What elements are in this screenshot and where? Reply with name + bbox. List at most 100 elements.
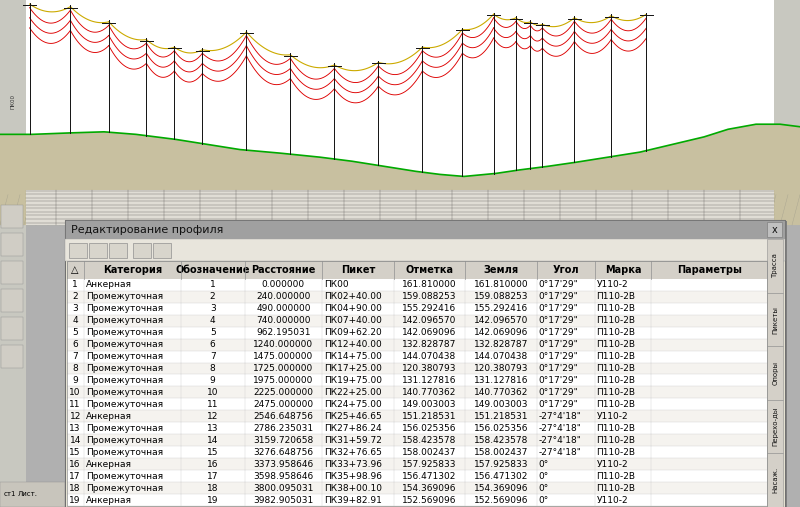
Bar bbox=[1, 205, 23, 228]
Text: ПК25+46.65: ПК25+46.65 bbox=[324, 412, 382, 421]
Polygon shape bbox=[0, 124, 800, 225]
Text: Промежуточная: Промежуточная bbox=[86, 424, 163, 433]
Text: 155.292416: 155.292416 bbox=[402, 304, 457, 313]
Text: 962.195031: 962.195031 bbox=[256, 328, 310, 337]
Text: 2475.000000: 2475.000000 bbox=[254, 400, 314, 409]
Bar bbox=[66, 434, 767, 446]
Text: 156.471302: 156.471302 bbox=[474, 472, 528, 481]
Text: 144.070438: 144.070438 bbox=[474, 352, 528, 361]
Text: 0°17'29": 0°17'29" bbox=[538, 340, 578, 349]
Text: -27°4'18": -27°4'18" bbox=[538, 412, 581, 421]
Text: △: △ bbox=[71, 265, 79, 275]
Text: 159.088253: 159.088253 bbox=[402, 292, 457, 301]
Text: 6: 6 bbox=[210, 340, 215, 349]
Text: 19: 19 bbox=[70, 495, 81, 504]
Text: 132.828787: 132.828787 bbox=[474, 340, 528, 349]
Bar bbox=[66, 261, 767, 506]
Text: У110-2: У110-2 bbox=[597, 412, 628, 421]
Text: П110-2В: П110-2В bbox=[597, 292, 635, 301]
Text: Промежуточная: Промежуточная bbox=[86, 316, 163, 325]
Text: 18: 18 bbox=[207, 484, 218, 493]
Text: 152.569096: 152.569096 bbox=[402, 495, 457, 504]
Text: Отметка: Отметка bbox=[406, 265, 454, 275]
Text: 154.369096: 154.369096 bbox=[402, 484, 457, 493]
Text: ПК00: ПК00 bbox=[10, 94, 15, 109]
Text: 14: 14 bbox=[70, 436, 81, 445]
Text: 0°17'29": 0°17'29" bbox=[538, 388, 578, 397]
Bar bbox=[0, 0, 800, 225]
Bar bbox=[1, 233, 23, 256]
Text: 142.096570: 142.096570 bbox=[474, 316, 528, 325]
Text: 9: 9 bbox=[210, 376, 215, 385]
Text: ПК04+90.00: ПК04+90.00 bbox=[324, 304, 382, 313]
Text: ПК38+00.10: ПК38+00.10 bbox=[324, 484, 382, 493]
Text: 16: 16 bbox=[207, 460, 218, 468]
Bar bbox=[69, 243, 86, 258]
Text: Анкерная: Анкерная bbox=[86, 460, 132, 468]
Bar bbox=[66, 375, 767, 386]
Bar bbox=[66, 261, 767, 279]
Bar bbox=[66, 279, 767, 291]
Text: Земля: Земля bbox=[483, 265, 518, 275]
Text: 1240.000000: 1240.000000 bbox=[254, 340, 314, 349]
Text: 3: 3 bbox=[210, 304, 215, 313]
Text: У110-2: У110-2 bbox=[597, 280, 628, 289]
Text: 159.088253: 159.088253 bbox=[474, 292, 528, 301]
Text: ПК14+75.00: ПК14+75.00 bbox=[324, 352, 382, 361]
Text: П110-2В: П110-2В bbox=[597, 424, 635, 433]
Bar bbox=[1, 345, 23, 368]
Text: 3: 3 bbox=[72, 304, 78, 313]
Text: x: x bbox=[772, 225, 778, 235]
Text: 240.000000: 240.000000 bbox=[256, 292, 310, 301]
Text: 7: 7 bbox=[210, 352, 215, 361]
Text: 1: 1 bbox=[210, 280, 215, 289]
Text: ПК27+86.24: ПК27+86.24 bbox=[324, 424, 382, 433]
Text: -27°4'18": -27°4'18" bbox=[538, 424, 581, 433]
Text: 131.127816: 131.127816 bbox=[402, 376, 457, 385]
Text: Промежуточная: Промежуточная bbox=[86, 304, 163, 313]
Text: ПК17+25.00: ПК17+25.00 bbox=[324, 364, 382, 373]
Text: Расстояние: Расстояние bbox=[251, 265, 315, 275]
Bar bbox=[66, 291, 767, 303]
Bar bbox=[109, 243, 126, 258]
Text: Пикет: Пикет bbox=[341, 265, 375, 275]
Text: 0°17'29": 0°17'29" bbox=[538, 364, 578, 373]
Bar bbox=[66, 221, 786, 507]
Bar bbox=[66, 422, 767, 434]
Text: Промежуточная: Промежуточная bbox=[86, 484, 163, 493]
Text: Лист.: Лист. bbox=[18, 491, 38, 497]
Text: 2: 2 bbox=[72, 292, 78, 301]
Text: Редактирование профиля: Редактирование профиля bbox=[71, 225, 224, 235]
Text: 0°17'29": 0°17'29" bbox=[538, 280, 578, 289]
Bar bbox=[65, 239, 785, 261]
Text: ПК12+40.00: ПК12+40.00 bbox=[324, 340, 382, 349]
Text: Параметры: Параметры bbox=[677, 265, 742, 275]
Text: 157.925833: 157.925833 bbox=[474, 460, 528, 468]
Text: 0°17'29": 0°17'29" bbox=[538, 292, 578, 301]
Text: П110-2В: П110-2В bbox=[597, 388, 635, 397]
Text: ПК00: ПК00 bbox=[324, 280, 349, 289]
Text: Промежуточная: Промежуточная bbox=[86, 364, 163, 373]
Bar bbox=[1, 289, 23, 312]
Text: П110-2В: П110-2В bbox=[597, 448, 635, 457]
Text: Обозначение: Обозначение bbox=[175, 265, 250, 275]
Bar bbox=[66, 458, 767, 470]
Text: Трасса: Трасса bbox=[773, 254, 778, 278]
Text: 15: 15 bbox=[207, 448, 218, 457]
Text: 2: 2 bbox=[210, 292, 215, 301]
Text: 156.471302: 156.471302 bbox=[402, 472, 457, 481]
Text: 17: 17 bbox=[70, 472, 81, 481]
Text: 18: 18 bbox=[70, 484, 81, 493]
Text: 142.069096: 142.069096 bbox=[474, 328, 528, 337]
Text: 8: 8 bbox=[72, 364, 78, 373]
Text: Промежуточная: Промежуточная bbox=[86, 436, 163, 445]
Bar bbox=[0, 0, 26, 507]
Text: ПК19+75.00: ПК19+75.00 bbox=[324, 376, 382, 385]
Text: -27°4'18": -27°4'18" bbox=[538, 436, 581, 445]
Text: 3276.648756: 3276.648756 bbox=[254, 448, 314, 457]
Text: 156.025356: 156.025356 bbox=[402, 424, 457, 433]
Text: 9: 9 bbox=[72, 376, 78, 385]
Text: 0°: 0° bbox=[538, 460, 549, 468]
Text: 13: 13 bbox=[207, 424, 218, 433]
Text: Промежуточная: Промежуточная bbox=[86, 340, 163, 349]
